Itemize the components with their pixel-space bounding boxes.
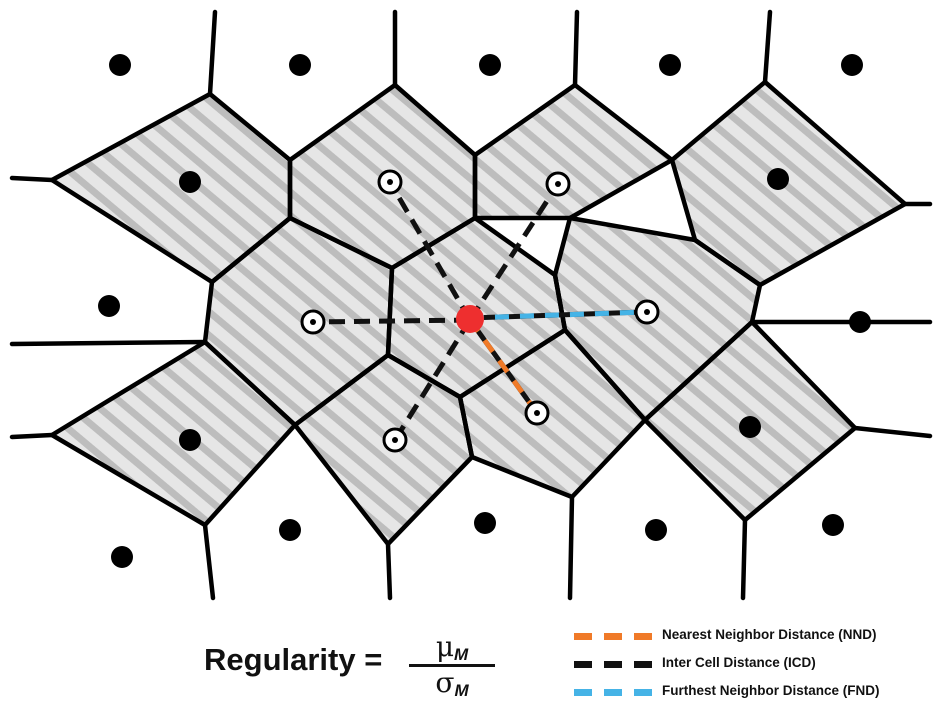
fraction-bar [409,664,495,667]
formula-denominator: σM [409,666,495,701]
voronoi-cell [295,355,472,544]
legend-dash [574,689,592,696]
legend-swatch-fnd [574,689,654,696]
sigma-subscript: M [454,681,469,700]
voronoi-cell [555,218,760,420]
neighbor-marker [634,299,660,325]
centroid-dot [109,54,131,76]
legend-dash [574,633,592,640]
neighbor-marker [545,171,571,197]
centroid-dot [179,171,201,193]
centroid-dot [98,295,120,317]
legend-dash [574,661,592,668]
legend-item-nnd: Nearest Neighbor Distance (NND) [574,622,936,650]
legend-label-fnd: Furthest Neighbor Distance (FND) [662,683,880,698]
voronoi-cell [52,94,290,282]
formula-numerator: μM [409,630,495,665]
centroid-dot [474,512,496,534]
center-cell-dot [456,305,484,333]
centroid-dot [479,54,501,76]
neighbor-marker [382,427,408,453]
centroid-dot [739,416,761,438]
formula-fraction: μM σM [409,628,495,704]
mu-symbol: μ [435,630,455,663]
legend-item-fnd: Furthest Neighbor Distance (FND) [574,678,936,706]
legend-swatch-nnd [574,633,654,640]
sigma-symbol: σ [435,666,455,699]
formula-lhs: Regularity = [204,642,383,677]
furthest-neighbor-line [469,309,646,321]
mu-subscript: M [454,645,469,664]
neighbor-marker [524,400,550,426]
voronoi-cell [205,218,392,425]
centroid-dot [841,54,863,76]
inter-cell-distance-lines [312,180,561,442]
centroid-dot [289,54,311,76]
voronoi-cell [52,342,295,525]
centroid-dot [767,168,789,190]
legend-item-icd: Inter Cell Distance (ICD) [574,650,936,678]
neighbor-marker [377,169,403,195]
legend-dash [634,689,652,696]
centroid-dot [179,429,201,451]
centroid-dot [279,519,301,541]
voronoi-cell [475,85,672,218]
neighbor-marker [300,309,326,335]
centroid-dot [111,546,133,568]
centroid-dot [849,311,871,333]
legend-dash [634,633,652,640]
legend-dash [604,689,622,696]
legend-label-nnd: Nearest Neighbor Distance (NND) [662,627,877,642]
legend-dash [604,661,622,668]
legend-dash [604,633,622,640]
cell-centroids [98,54,871,568]
legend-swatch-icd [574,661,654,668]
legend-dash [634,661,652,668]
centroid-dot [645,519,667,541]
cell-boundaries [9,9,933,601]
legend-label-icd: Inter Cell Distance (ICD) [662,655,816,670]
legend: Nearest Neighbor Distance (NND) Inter Ce… [574,622,936,706]
nearest-neighbor-line [467,318,540,415]
centroid-dot [659,54,681,76]
centroid-dot [822,514,844,536]
neighbor-centroids [300,169,660,453]
